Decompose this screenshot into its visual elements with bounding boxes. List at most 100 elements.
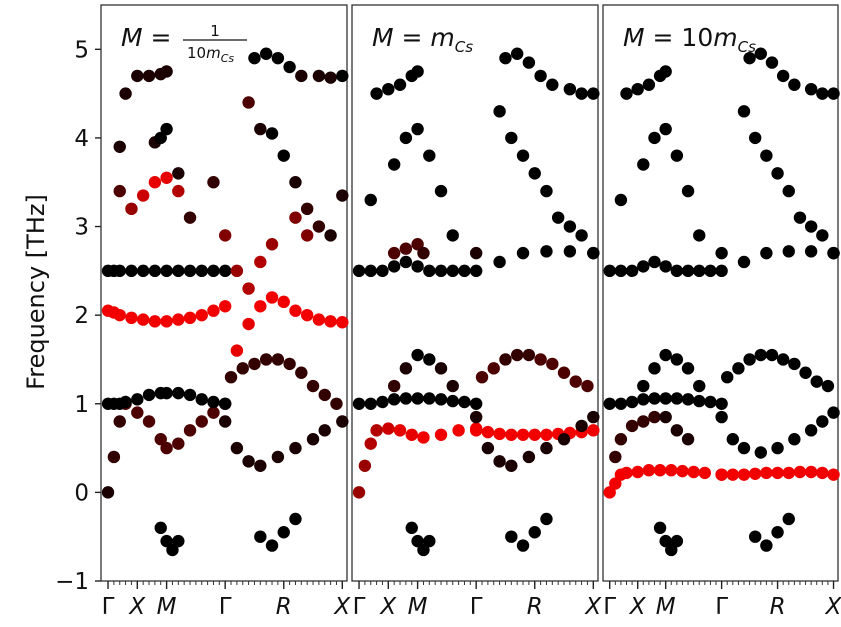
- data-point: [283, 60, 296, 74]
- band-8: [154, 521, 185, 557]
- data-point: [160, 122, 173, 136]
- data-point: [793, 465, 807, 479]
- data-point: [748, 467, 762, 480]
- data-point: [505, 131, 518, 145]
- data-point: [642, 464, 656, 477]
- band-2: [715, 465, 840, 481]
- data-point: [172, 184, 185, 198]
- data-point: [563, 245, 577, 258]
- data-point: [737, 441, 751, 455]
- data-point: [653, 521, 667, 535]
- data-point: [113, 308, 126, 322]
- band-10: [475, 348, 594, 393]
- y-axis-label: Frequency [THz]: [22, 194, 50, 390]
- data-point: [364, 437, 377, 450]
- band-2: [352, 392, 483, 410]
- band-13: [499, 47, 600, 100]
- data-point: [218, 300, 232, 313]
- data-point: [101, 486, 115, 499]
- band-5: [113, 171, 185, 216]
- data-point: [782, 466, 795, 480]
- data-point: [405, 521, 418, 535]
- data-point: [637, 158, 650, 171]
- data-point: [687, 465, 700, 479]
- data-point: [411, 348, 424, 362]
- data-point: [505, 530, 518, 543]
- band-9: [653, 521, 684, 557]
- y-tick-label: 3: [74, 215, 89, 241]
- band-2: [101, 386, 232, 410]
- band-15: [748, 512, 795, 552]
- data-point: [587, 410, 600, 424]
- data-point: [648, 362, 661, 375]
- band-points: [352, 47, 600, 557]
- data-point: [475, 370, 489, 384]
- data-point: [154, 131, 167, 145]
- data-point: [283, 357, 296, 371]
- data-point: [732, 362, 745, 375]
- data-point: [614, 433, 628, 446]
- data-point: [295, 69, 308, 83]
- panel-2: Γ X M Γ R XM = mCs: [351, 4, 602, 620]
- data-point: [827, 468, 840, 481]
- data-point: [411, 260, 424, 273]
- data-point: [393, 424, 407, 437]
- data-point: [693, 229, 706, 242]
- data-point: [681, 393, 695, 406]
- data-point: [195, 415, 208, 428]
- data-point: [776, 69, 790, 83]
- y-tick-label: 2: [74, 303, 89, 329]
- data-point: [271, 450, 285, 464]
- data-point: [289, 512, 302, 526]
- band-1: [603, 464, 728, 499]
- data-point: [693, 379, 706, 393]
- data-point: [563, 220, 577, 233]
- data-point: [411, 238, 424, 251]
- data-point: [827, 87, 840, 100]
- panel-title-text: M = 10mCs: [623, 23, 756, 56]
- data-point: [614, 397, 628, 410]
- data-point: [715, 410, 728, 424]
- data-point: [648, 255, 661, 269]
- data-point: [324, 315, 337, 328]
- data-point: [551, 211, 565, 224]
- data-point: [609, 477, 622, 490]
- data-point: [446, 394, 459, 408]
- x-tick-label: Γ: [470, 594, 483, 620]
- data-point: [160, 171, 173, 184]
- data-point: [399, 392, 413, 405]
- data-point: [125, 311, 138, 325]
- x-tick-label: Γ: [102, 594, 115, 620]
- data-point: [698, 466, 712, 480]
- data-point: [715, 264, 728, 278]
- data-point: [148, 176, 162, 189]
- data-point: [659, 534, 672, 548]
- data-point: [160, 441, 173, 455]
- data-point: [715, 468, 728, 481]
- panel-title: M = mCs: [372, 23, 473, 56]
- data-point: [370, 87, 383, 100]
- x-tick-label: R: [276, 594, 292, 620]
- data-point: [446, 379, 459, 393]
- data-point: [423, 392, 436, 405]
- data-point: [726, 468, 740, 481]
- data-point: [207, 395, 220, 409]
- band-7: [387, 348, 459, 393]
- data-point: [481, 441, 495, 455]
- data-point: [743, 51, 756, 65]
- band-3: [603, 392, 728, 410]
- data-point: [603, 486, 616, 499]
- data-point: [816, 229, 829, 242]
- data-point: [300, 202, 314, 216]
- band-8: [405, 521, 436, 557]
- data-point: [265, 238, 279, 251]
- data-point: [540, 512, 553, 526]
- data-point: [336, 69, 349, 83]
- data-point: [195, 308, 208, 322]
- data-point: [387, 379, 401, 393]
- data-point: [581, 379, 594, 393]
- data-point: [659, 392, 672, 405]
- data-point: [160, 264, 173, 278]
- data-point: [670, 534, 684, 548]
- y-axis: −1 0 1 2 3 4 5: [55, 37, 101, 595]
